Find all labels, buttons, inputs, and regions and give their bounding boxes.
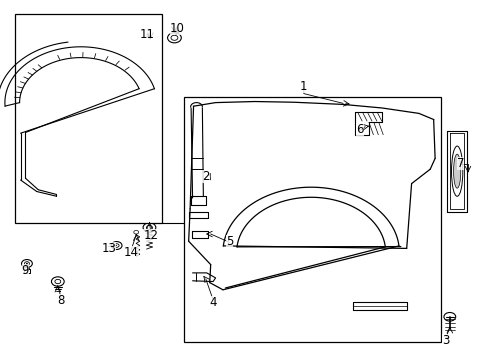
Text: 1: 1 — [300, 80, 308, 93]
Text: 14: 14 — [124, 246, 139, 258]
Text: 3: 3 — [442, 334, 450, 347]
Text: 8: 8 — [57, 294, 65, 307]
Circle shape — [28, 130, 31, 132]
Text: 5: 5 — [225, 235, 233, 248]
Text: 10: 10 — [170, 22, 185, 35]
Text: 7: 7 — [457, 157, 465, 170]
Ellipse shape — [454, 154, 461, 188]
Text: 13: 13 — [101, 242, 116, 255]
Text: 9: 9 — [22, 264, 29, 276]
Text: 12: 12 — [144, 229, 158, 242]
Bar — [184, 97, 441, 342]
Text: 4: 4 — [209, 296, 217, 309]
Text: 2: 2 — [202, 170, 210, 183]
Text: 11: 11 — [140, 28, 154, 41]
Bar — [15, 14, 162, 223]
Text: 6: 6 — [356, 123, 364, 136]
